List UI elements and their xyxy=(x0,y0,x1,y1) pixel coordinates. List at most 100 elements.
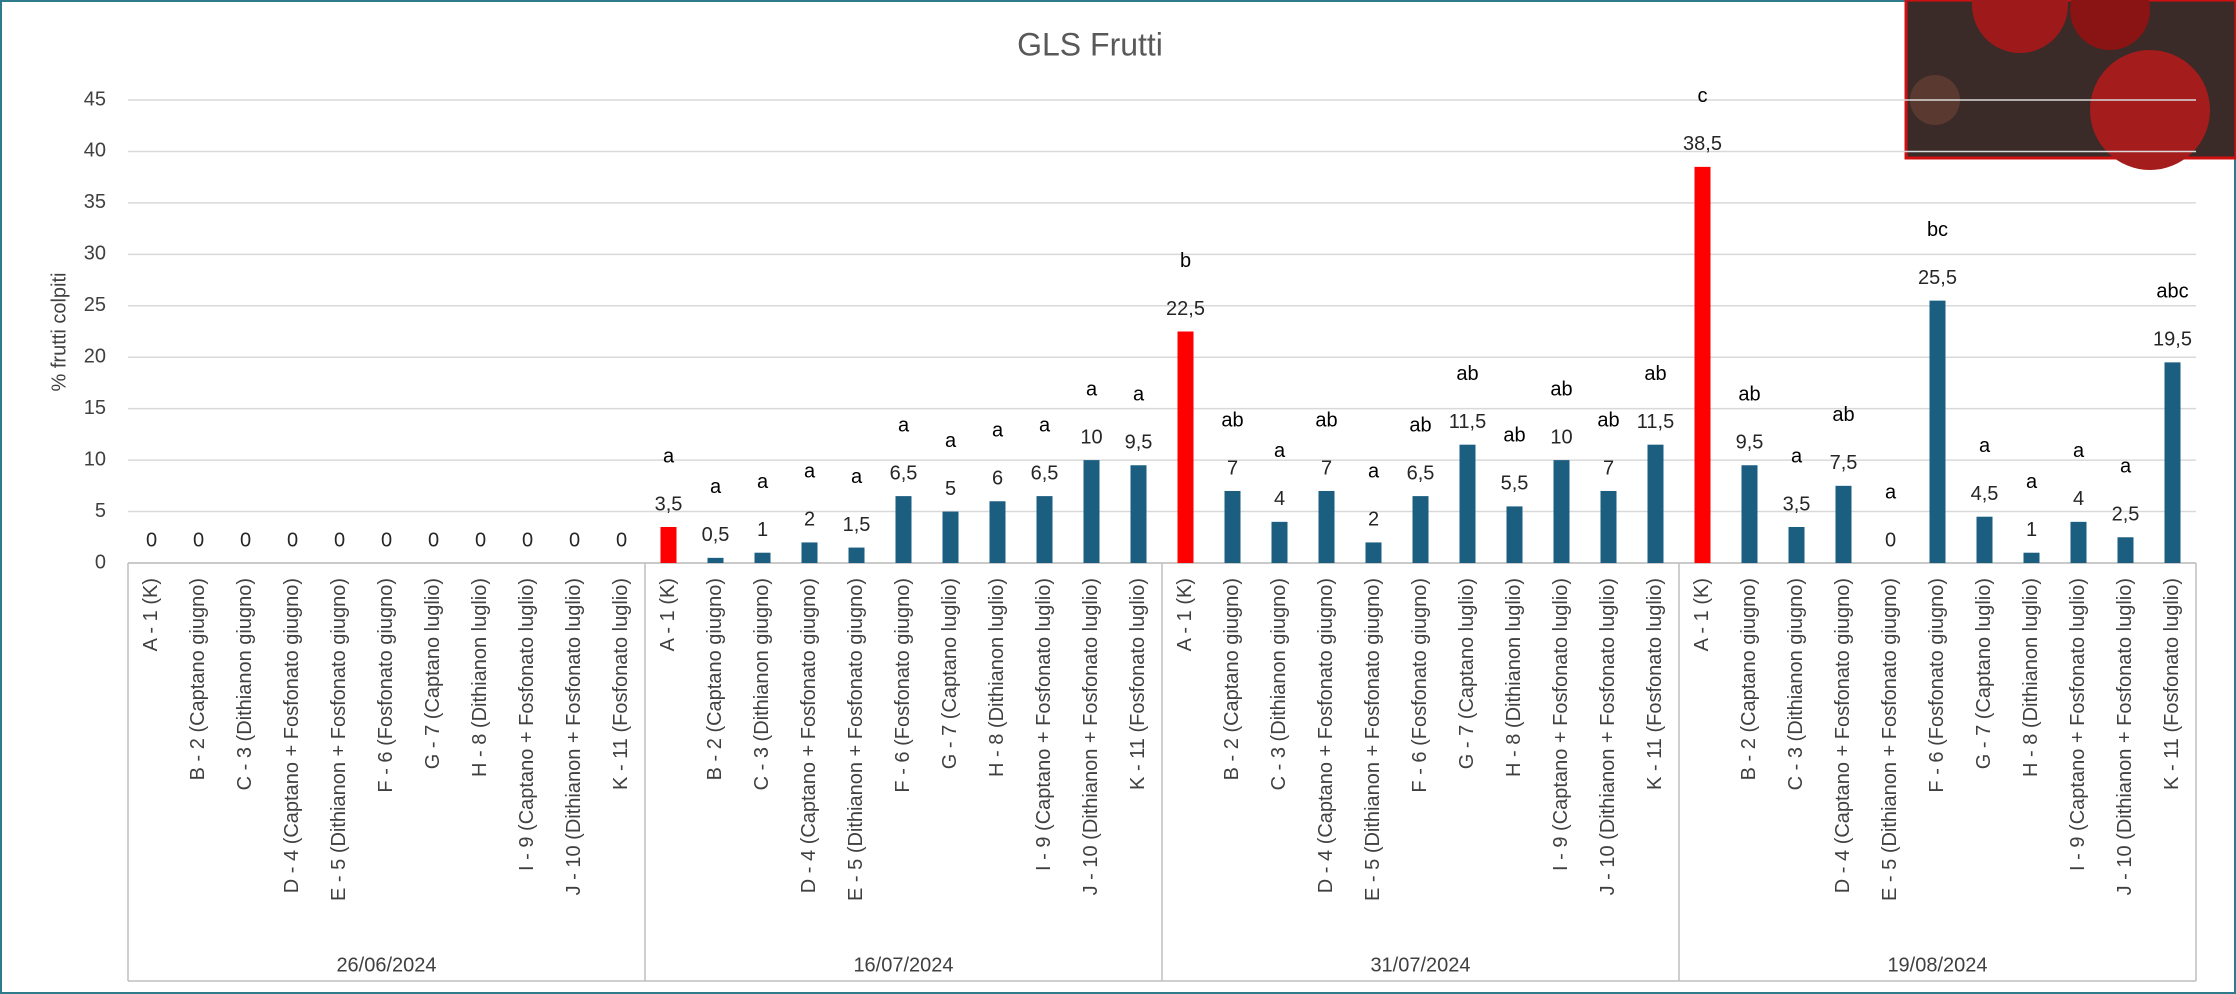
value-label: 6,5 xyxy=(890,462,918,484)
x-tick-label: A - 1 (K) xyxy=(1174,578,1196,651)
significance-letter: ab xyxy=(1409,414,1431,436)
x-tick-label: C - 3 (Dithianon giugno) xyxy=(751,578,773,790)
x-tick-label: G - 7 (Captano luglio) xyxy=(939,578,961,769)
significance-letter: a xyxy=(663,445,675,467)
value-label: 5,5 xyxy=(1501,473,1529,495)
y-tick-label: 20 xyxy=(84,346,106,368)
x-tick-label: D - 4 (Captano + Fosfonato giugno) xyxy=(798,578,820,893)
significance-letter: a xyxy=(1368,461,1380,483)
x-tick-label: I - 9 (Captano + Fosfonato luglio) xyxy=(516,578,538,871)
value-label: 6 xyxy=(992,468,1003,490)
group-label: 16/07/2024 xyxy=(853,954,953,976)
bar xyxy=(1741,465,1758,563)
value-label: 11,5 xyxy=(1449,411,1486,433)
x-tick-label: F - 6 (Fosfonato giugno) xyxy=(892,578,914,793)
value-label: 10 xyxy=(1080,426,1102,448)
bar xyxy=(1976,516,1993,563)
bar xyxy=(1083,460,1100,563)
value-label: 22,5 xyxy=(1166,298,1205,320)
y-tick-label: 15 xyxy=(84,397,106,419)
bar xyxy=(707,557,724,563)
value-label: 11,5 xyxy=(1637,411,1674,433)
bar xyxy=(1412,496,1429,563)
x-tick-label: H - 8 (Dithianon luglio) xyxy=(1503,578,1525,777)
x-tick-label: G - 7 (Captano luglio) xyxy=(1456,578,1478,769)
value-label: 6,5 xyxy=(1407,462,1435,484)
significance-letter: a xyxy=(1274,440,1286,462)
significance-letter: a xyxy=(1039,414,1051,436)
significance-letter: a xyxy=(2026,471,2038,493)
photo xyxy=(1904,0,2236,170)
x-tick-label: E - 5 (Dithianon + Fosfonato giugno) xyxy=(328,578,350,901)
bar xyxy=(1835,485,1852,563)
bar xyxy=(1553,460,1570,563)
x-tick-label: F - 6 (Fosfonato giugno) xyxy=(375,578,397,793)
value-label: 25,5 xyxy=(1918,267,1957,289)
significance-letter: a xyxy=(2120,456,2132,478)
value-label: 1 xyxy=(2026,519,2037,541)
bar xyxy=(1600,490,1617,563)
value-label: 38,5 xyxy=(1683,133,1722,155)
significance-letter: a xyxy=(851,466,863,488)
x-tick-label: D - 4 (Captano + Fosfonato giugno) xyxy=(1315,578,1337,893)
significance-letter: ab xyxy=(1221,409,1243,431)
value-label: 2 xyxy=(1368,509,1379,531)
significance-letter: a xyxy=(945,430,957,452)
value-label: 0 xyxy=(1885,529,1896,551)
value-label: 0 xyxy=(240,529,251,551)
x-tick-label: G - 7 (Captano luglio) xyxy=(1973,578,1995,769)
x-tick-label: B - 2 (Captano giugno) xyxy=(1738,578,1760,780)
y-tick-label: 30 xyxy=(84,243,106,265)
value-label: 7 xyxy=(1227,457,1238,479)
value-label: 7 xyxy=(1321,457,1332,479)
significance-letter: abc xyxy=(2156,281,2188,303)
bar xyxy=(989,501,1006,563)
x-tick-label: F - 6 (Fosfonato giugno) xyxy=(1926,578,1948,793)
bar xyxy=(1224,490,1241,563)
bar xyxy=(942,511,959,563)
bar xyxy=(1130,465,1147,563)
x-tick-label: K - 11 (Fosfonato luglio) xyxy=(1644,578,1666,790)
x-tick-label: I - 9 (Captano + Fosfonato luglio) xyxy=(1033,578,1055,871)
x-tick-label: C - 3 (Dithianon giugno) xyxy=(1785,578,1807,790)
significance-letter: a xyxy=(710,476,722,498)
x-tick-label: J - 10 (Dithianon + Fosfonato luglio) xyxy=(1597,578,1619,895)
value-label: 9,5 xyxy=(1125,432,1153,454)
x-tick-label: A - 1 (K) xyxy=(657,578,679,651)
x-tick-label: H - 8 (Dithianon luglio) xyxy=(469,578,491,777)
significance-letter: a xyxy=(1086,378,1098,400)
value-label: 1,5 xyxy=(843,514,871,536)
bar xyxy=(1506,506,1523,563)
value-label: 0 xyxy=(428,529,439,551)
x-tick-label: E - 5 (Dithianon + Fosfonato giugno) xyxy=(845,578,867,901)
bar xyxy=(2164,362,2181,563)
value-label: 0,5 xyxy=(702,524,730,546)
value-label: 3,5 xyxy=(1783,493,1811,515)
bar xyxy=(895,496,912,563)
bar xyxy=(1647,444,1664,563)
value-label: 6,5 xyxy=(1031,462,1059,484)
value-label: 0 xyxy=(193,529,204,551)
value-label: 4 xyxy=(2073,488,2084,510)
significance-letter: b xyxy=(1180,250,1191,272)
value-label: 7 xyxy=(1603,457,1614,479)
value-label: 4 xyxy=(1274,488,1285,510)
significance-letter: c xyxy=(1698,85,1708,107)
significance-letter: a xyxy=(1885,481,1897,503)
x-tick-label: C - 3 (Dithianon giugno) xyxy=(1268,578,1290,790)
bar xyxy=(1694,166,1711,563)
significance-letter: ab xyxy=(1503,425,1525,447)
value-label: 3,5 xyxy=(655,493,683,515)
group-label: 31/07/2024 xyxy=(1370,954,1470,976)
value-label: 0 xyxy=(334,529,345,551)
y-tick-label: 10 xyxy=(84,448,106,470)
significance-letter: ab xyxy=(1644,363,1666,385)
group-label: 26/06/2024 xyxy=(336,954,436,976)
significance-letter: a xyxy=(1979,435,1991,457)
x-tick-label: D - 4 (Captano + Fosfonato giugno) xyxy=(281,578,303,893)
x-tick-label: K - 11 (Fosfonato luglio) xyxy=(2161,578,2183,790)
x-tick-label: B - 2 (Captano giugno) xyxy=(187,578,209,780)
significance-letter: ab xyxy=(1456,363,1478,385)
